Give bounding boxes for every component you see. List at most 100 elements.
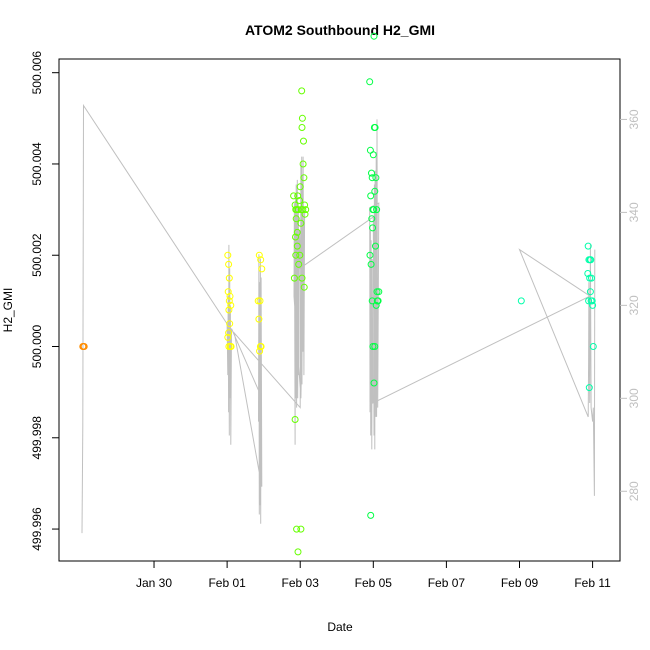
data-point-s2-22 <box>293 242 301 250</box>
y-tick-label-1: 499.998 <box>30 416 44 460</box>
data-point-s1-2 <box>225 274 233 282</box>
data-point-s2-28 <box>296 183 304 191</box>
data-point-s2-13 <box>301 210 309 218</box>
data-point-s4-4 <box>587 256 595 264</box>
y2-tick-label-2: 320 <box>627 295 641 315</box>
data-point-s2-24 <box>292 251 300 259</box>
plot-line-layer <box>81 103 596 534</box>
data-point-s4-13 <box>589 343 597 350</box>
data-point-s2-11 <box>300 137 307 145</box>
x-tick-label-6: Feb 11 <box>574 576 611 590</box>
data-point-s3-27 <box>368 297 376 305</box>
data-point-s1-3 <box>224 288 232 296</box>
data-point-s2-33 <box>294 192 302 200</box>
data-point-s2-30 <box>293 525 301 533</box>
data-point-s2-31 <box>294 548 302 556</box>
data-point-s2-19 <box>296 197 303 204</box>
data-point-s2-2 <box>300 174 308 182</box>
y-tick-label-4: 500.004 <box>30 142 44 186</box>
y2-tick-label-4: 360 <box>627 109 641 129</box>
data-point-s3-0 <box>370 32 378 40</box>
data-point-s2-32 <box>292 215 300 223</box>
data-point-s4-1 <box>584 242 592 250</box>
data-point-s3-25 <box>366 251 374 259</box>
data-point-s3-11 <box>372 301 380 309</box>
x-tick-label-1: Feb 01 <box>208 576 246 590</box>
data-point-s1-10 <box>225 343 233 350</box>
data-point-s2-8 <box>300 283 308 291</box>
data-point-s4-0 <box>517 297 525 305</box>
data-point-s1-0 <box>224 251 232 259</box>
y-axis: 499.996 499.998 500.000 500.002 500.004 500.0… <box>30 51 59 551</box>
y2-tick-label-3: 340 <box>627 202 641 222</box>
data-point-s3-24 <box>369 224 377 232</box>
y-axis-label: H2_GMI <box>1 288 15 333</box>
data-point-s2-26 <box>290 274 298 282</box>
data-point-s1-7 <box>224 333 232 341</box>
y-tick-label-3: 500.002 <box>30 233 44 277</box>
data-point-s3-14 <box>375 288 383 296</box>
data-point-s1-14 <box>255 251 263 259</box>
data-point-s1-5 <box>225 306 233 314</box>
data-point-s2-7 <box>298 274 306 282</box>
data-point-s4-14 <box>585 384 593 392</box>
data-point-s2-6 <box>302 206 310 214</box>
y2-tick-label-0: 280 <box>627 481 641 501</box>
data-point-s3-6 <box>373 206 381 214</box>
data-point-s2-12 <box>297 525 305 533</box>
data-point-s3-15 <box>371 343 379 350</box>
data-point-s4-9 <box>585 297 593 305</box>
y-tick-label-5: 500.006 <box>30 51 44 95</box>
data-point-s3-17 <box>366 78 374 86</box>
data-point-s2-0 <box>298 124 306 131</box>
data-point-s3-8 <box>372 242 379 250</box>
data-point-s1-11 <box>225 297 233 305</box>
data-point-s3-23 <box>368 215 376 223</box>
data-point-s2-10 <box>298 87 306 95</box>
data-point-s3-28 <box>369 343 377 350</box>
data-point-s3-29 <box>367 511 375 519</box>
data-point-s4-5 <box>584 270 592 277</box>
plot-points-layer <box>79 32 597 556</box>
data-point-s2-21 <box>292 233 299 241</box>
data-point-s2-23 <box>296 251 304 259</box>
data-point-s3-19 <box>368 169 375 177</box>
data-point-s4-8 <box>586 288 594 296</box>
line-series <box>81 103 596 534</box>
data-point-s1-6 <box>226 320 234 328</box>
data-point-s3-5 <box>371 187 379 195</box>
data-point-s2-15 <box>291 201 299 209</box>
data-point-s1-4 <box>226 292 234 300</box>
data-point-s1-9 <box>227 343 235 350</box>
data-point-s1-21 <box>256 347 264 355</box>
x-tick-label-5: Feb 09 <box>501 576 539 590</box>
data-point-s1-1 <box>225 260 233 268</box>
data-point-s1-22 <box>256 343 264 350</box>
data-point-s1-16 <box>258 265 266 273</box>
data-point-s1-13 <box>225 329 233 337</box>
data-point-s3-26 <box>367 260 375 268</box>
data-point-s4-12 <box>589 301 597 309</box>
data-point-s4-11 <box>588 297 596 305</box>
data-point-s3-21 <box>367 192 375 200</box>
data-point-s2-27 <box>293 228 301 236</box>
data-point-s3-16 <box>370 379 378 387</box>
data-point-s2-25 <box>295 260 303 268</box>
data-point-s1-19 <box>255 315 263 323</box>
data-point-s0-2 <box>80 343 88 350</box>
y-tick-label-2: 500.000 <box>30 325 44 369</box>
plot-frame <box>58 58 621 562</box>
data-point-s2-1 <box>299 160 307 168</box>
data-point-s1-15 <box>257 256 265 264</box>
y-tick-label-0: 499.996 <box>30 507 44 551</box>
x-tick-label-3: Feb 05 <box>355 576 393 590</box>
x-tick-label-2: Feb 03 <box>282 576 320 590</box>
data-point-s1-12 <box>227 301 235 309</box>
data-point-s2-29 <box>291 416 299 423</box>
y-axis-right: 280 300 320 340 360 <box>620 109 641 501</box>
y2-tick-label-1: 300 <box>627 388 641 408</box>
data-point-s4-7 <box>588 274 595 282</box>
data-point-s1-18 <box>256 297 264 305</box>
